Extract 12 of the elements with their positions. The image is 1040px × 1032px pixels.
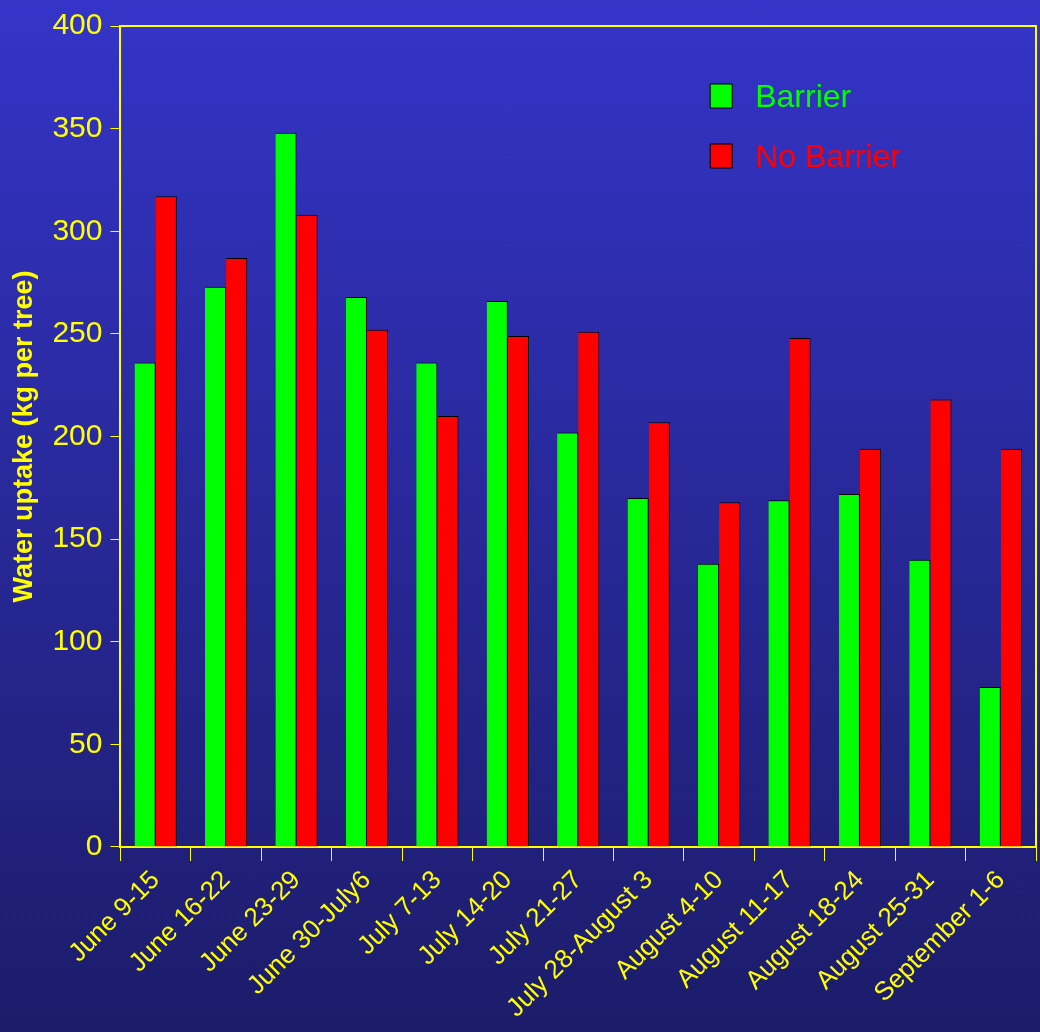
y-tick-label: 350 [52,109,103,143]
y-tick-label: 200 [52,417,103,451]
y-tick-label: 50 [69,725,103,759]
y-tick-label: 100 [52,623,103,657]
y-tick-label: 0 [85,828,103,862]
legend-label: No Barrier [755,137,902,174]
y-tick-label: 400 [52,7,103,41]
y-tick-label: 150 [52,520,103,554]
y-tick-label: 250 [52,315,103,349]
y-tick-label: 300 [52,212,103,246]
y-axis-title: Water uptake (kg per tree) [7,270,38,603]
legend-label: Barrier [755,77,852,114]
